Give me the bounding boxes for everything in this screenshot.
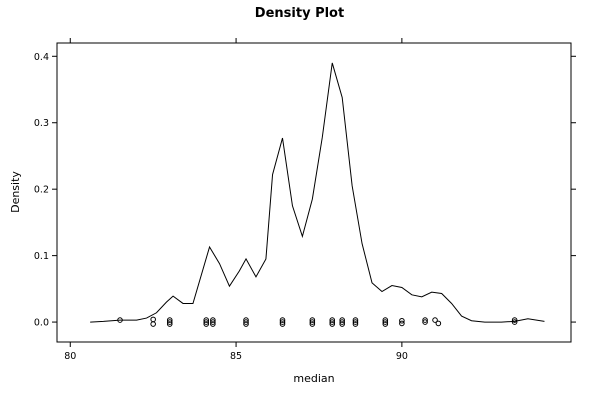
x-axis-label: median — [293, 372, 334, 385]
rug-point — [435, 320, 442, 327]
axis-ticks: 80 85 90 0.0 0.1 0.2 0.3 0.4 — [34, 38, 576, 362]
rug-point — [422, 319, 428, 325]
rug-point — [243, 321, 249, 327]
rug-point — [382, 319, 389, 325]
rug-point — [166, 317, 173, 323]
rug-point — [339, 319, 345, 325]
rug-point — [279, 317, 286, 323]
plot-frame — [56, 42, 572, 343]
rug-point — [210, 321, 216, 327]
density-curve — [90, 62, 545, 323]
rug-point — [243, 319, 249, 325]
rug-point — [150, 321, 156, 327]
rug-point — [150, 316, 156, 323]
y-tick-label: 0.4 — [34, 52, 49, 63]
y-tick-label: 0.1 — [34, 251, 49, 262]
rug-point — [279, 319, 286, 325]
rug-point — [203, 321, 210, 327]
rug-point — [432, 317, 438, 323]
rug-point — [511, 319, 518, 325]
y-tick-label: 0.2 — [34, 185, 49, 196]
y-axis-label: Density — [9, 171, 22, 213]
y-tick-label: 0.3 — [34, 118, 49, 129]
rug-point — [339, 321, 345, 327]
rug-point — [329, 317, 336, 323]
rug-point — [166, 321, 173, 327]
rug-point — [382, 317, 389, 323]
rug-point — [329, 321, 336, 327]
rug-point — [203, 317, 210, 323]
rug-point — [309, 321, 316, 327]
rug-point — [203, 319, 210, 325]
chart-title: Density Plot — [255, 6, 344, 21]
rug-points — [117, 316, 518, 327]
rug-point — [210, 317, 216, 323]
y-tick-label: 0.0 — [34, 318, 49, 329]
rug-point — [511, 317, 518, 323]
x-tick-label: 85 — [230, 351, 242, 362]
rug-point — [339, 317, 345, 323]
rug-point — [352, 321, 359, 327]
rug-point — [399, 320, 405, 327]
rug-point — [329, 319, 336, 325]
x-tick-label: 90 — [396, 351, 408, 362]
rug-point — [352, 317, 359, 323]
rug-point — [422, 317, 428, 323]
x-tick-label: 80 — [64, 351, 76, 362]
rug-point — [309, 319, 316, 325]
rug-point — [166, 319, 173, 325]
rug-point — [243, 317, 249, 323]
rug-point — [352, 319, 359, 325]
rug-point — [399, 317, 405, 324]
rug-point — [117, 317, 123, 323]
rug-point — [309, 317, 316, 323]
rug-point — [382, 321, 389, 327]
rug-point — [210, 319, 216, 325]
rug-point — [279, 321, 286, 327]
